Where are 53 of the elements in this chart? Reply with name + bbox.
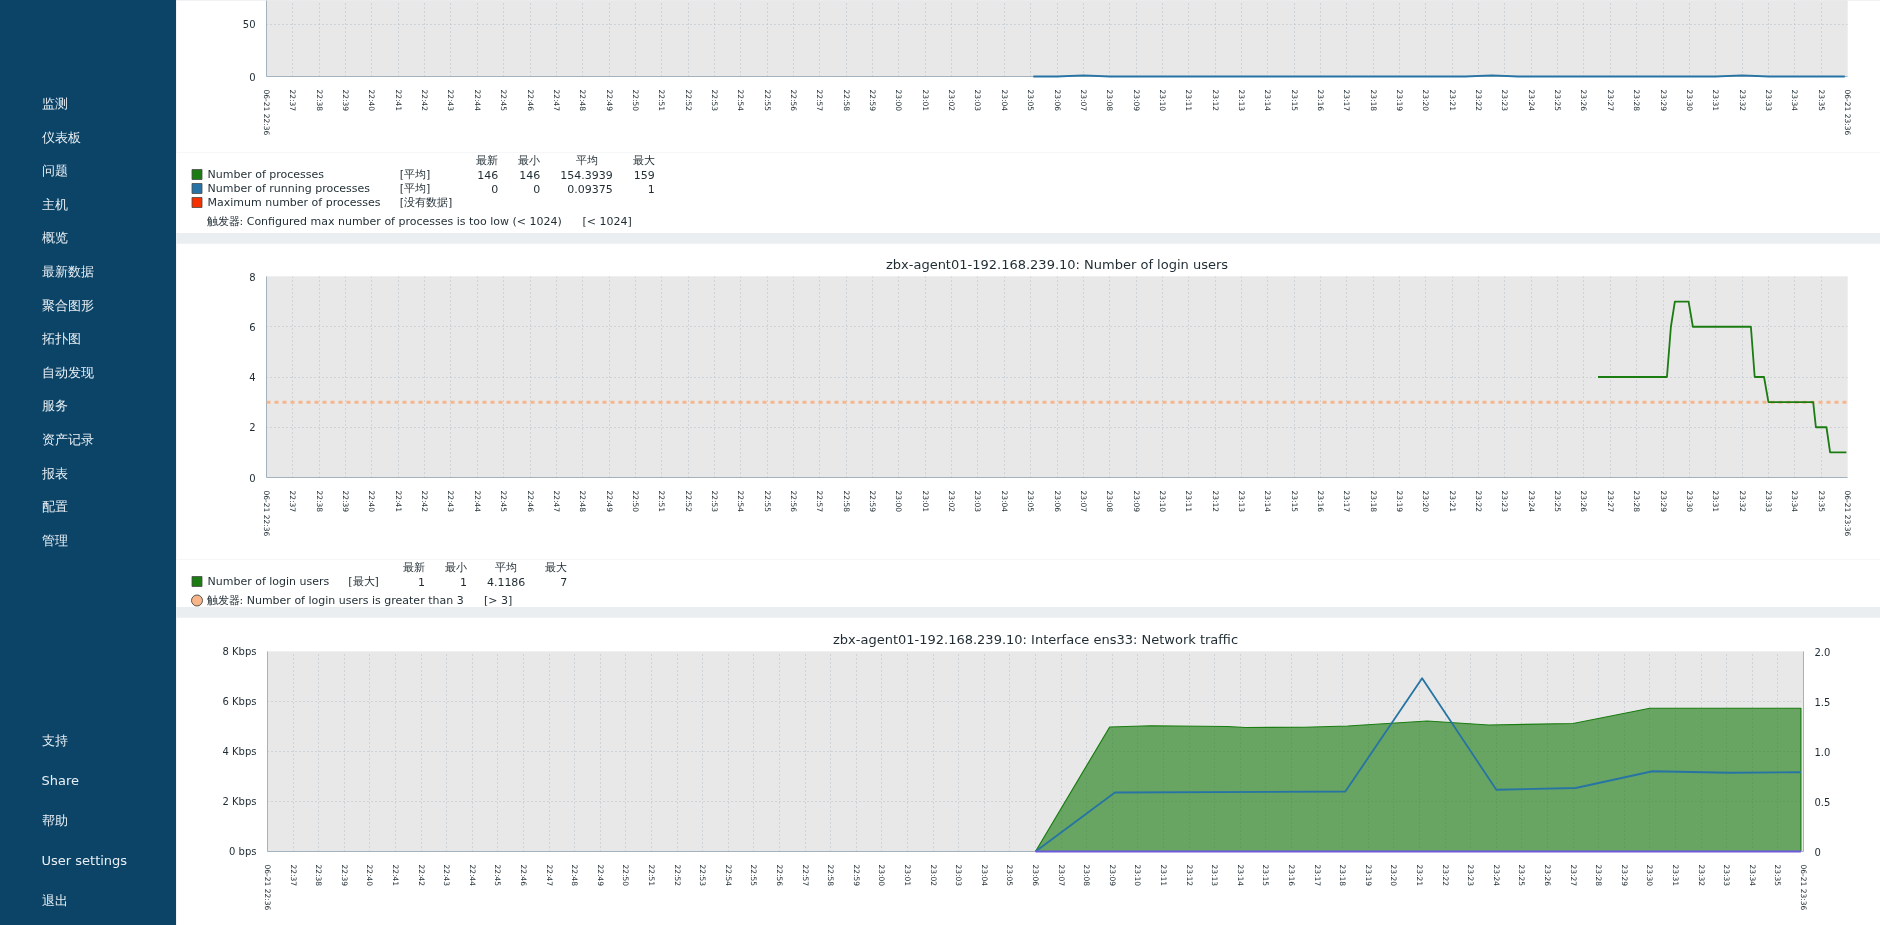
y-tick-label: 6 Kbps bbox=[222, 696, 257, 707]
text: [> 3] bbox=[483, 594, 513, 607]
y-tick-label: 0 bps bbox=[229, 846, 257, 857]
chart-title: zbx-agent01-192.168.239.10: Interface ens33: Network traffic bbox=[832, 631, 1239, 647]
legend-label: Number of login users bbox=[207, 575, 330, 588]
y-tick-label: 2 Kbps bbox=[222, 796, 257, 807]
text: [最大] 1 1 4.1186 7 bbox=[348, 575, 568, 589]
legend-label: 触发器: Number of login users is greater than 3 bbox=[206, 594, 464, 607]
text: 仪表板 bbox=[41, 129, 81, 145]
y-tick-label: 4 Kbps bbox=[222, 746, 257, 757]
y-tick-label: 8 bbox=[249, 271, 256, 283]
text: 监测 bbox=[41, 96, 68, 111]
y-tick-label: 0 bbox=[249, 472, 256, 484]
y2-tick-label: 0.5 bbox=[1814, 796, 1831, 808]
text: 自动发现 bbox=[41, 364, 94, 380]
y-tick-label: 0 bbox=[249, 71, 256, 83]
text: 触发器: Configured max number of processes is too low (< 1024) [< 1024] bbox=[206, 215, 632, 228]
text: 最新 最小 平均 最大 bbox=[402, 561, 568, 574]
text: 报表 bbox=[40, 465, 68, 481]
y-tick-label: 4 bbox=[249, 372, 256, 383]
text: [没有数据] bbox=[399, 196, 453, 209]
text: 问题 bbox=[41, 163, 68, 179]
text: 概览 bbox=[41, 230, 68, 246]
y2-tick-label: 2.0 bbox=[1814, 646, 1831, 658]
line-series bbox=[1034, 677, 1802, 853]
text: 最新数据 bbox=[41, 264, 94, 279]
text: 配置 bbox=[41, 499, 68, 515]
text: 最新 最小 平均 最大 bbox=[476, 154, 655, 167]
text: [平均] 146 146 154.3939 159 bbox=[399, 168, 655, 182]
text: 拓扑图 bbox=[40, 331, 81, 347]
text: 帮助 bbox=[41, 813, 68, 828]
legend-label: Number of processes bbox=[207, 168, 325, 181]
text: 资产记录 bbox=[41, 432, 94, 447]
y-tick-label: 8 Kbps bbox=[222, 646, 257, 657]
text: 聚合图形 bbox=[41, 297, 94, 313]
text: [平均] 0 0 0.09375 1 bbox=[399, 182, 655, 196]
chart-title: zbx-agent01-192.168.239.10: Number of login users bbox=[885, 256, 1229, 272]
text: 管理 bbox=[41, 532, 68, 548]
legend-label: Maximum number of processes bbox=[207, 196, 381, 209]
y-tick-label: 2 bbox=[249, 422, 256, 434]
y-tick-label: 6 bbox=[249, 321, 256, 333]
text: Share bbox=[41, 773, 80, 788]
text: 服务 bbox=[41, 398, 68, 414]
text: 退出 bbox=[41, 893, 68, 908]
y-tick-label: 50 bbox=[242, 19, 256, 31]
y2-tick-label: 0 bbox=[1814, 846, 1821, 858]
text: 支持 bbox=[41, 733, 68, 748]
line-series bbox=[1597, 300, 1848, 454]
y2-tick-label: 1.0 bbox=[1814, 746, 1831, 758]
y2-tick-label: 1.5 bbox=[1814, 696, 1831, 708]
text: User settings bbox=[41, 853, 128, 868]
legend-label: Number of running processes bbox=[207, 182, 371, 195]
text: 主机 bbox=[41, 196, 68, 212]
